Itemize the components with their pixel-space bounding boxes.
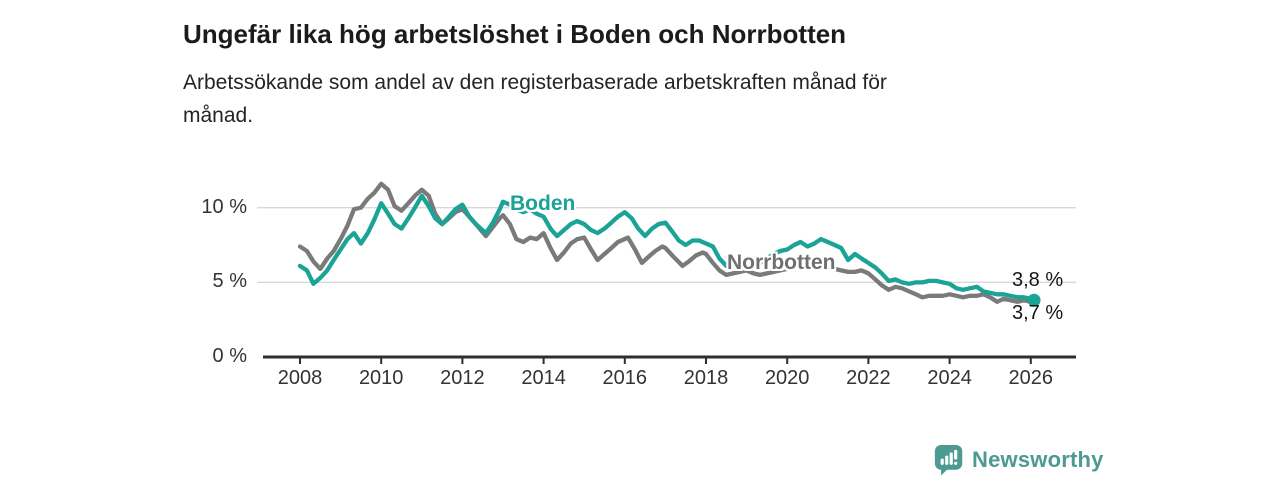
chart-subtitle: Arbetssökande som andel av den registerb… (183, 71, 887, 127)
x-axis-label: 2012 (440, 367, 485, 389)
chart-title: Ungefär lika hög arbetslöshet i Boden oc… (183, 19, 847, 50)
y-axis-label: 0 % (212, 345, 247, 367)
x-axis-label: 2018 (683, 367, 729, 389)
newsworthy-logo-icon (934, 445, 963, 476)
x-axis-label: 2010 (358, 367, 404, 389)
y-axis-label: 10 % (201, 195, 247, 218)
x-axis-label: 2024 (927, 367, 972, 389)
series-label-boden: Boden (510, 192, 576, 215)
x-axis-label: 2014 (521, 367, 566, 389)
y-axis-label: 5 % (212, 270, 247, 293)
x-axis-label: 2008 (277, 367, 323, 389)
end-value-norrbotten: 3,7 % (1012, 302, 1064, 324)
x-axis-label: 2016 (602, 367, 648, 389)
series-label-norrbotten: Norrbotten (727, 251, 836, 274)
x-axis-label: 2022 (846, 367, 891, 389)
x-axis-label: 2020 (764, 367, 810, 389)
brand-footer: Newsworthy (934, 444, 1104, 476)
x-axis-label: 2026 (1008, 367, 1054, 389)
end-value-boden: 3,8 % (1012, 269, 1064, 291)
brand-name: Newsworthy (972, 447, 1104, 472)
